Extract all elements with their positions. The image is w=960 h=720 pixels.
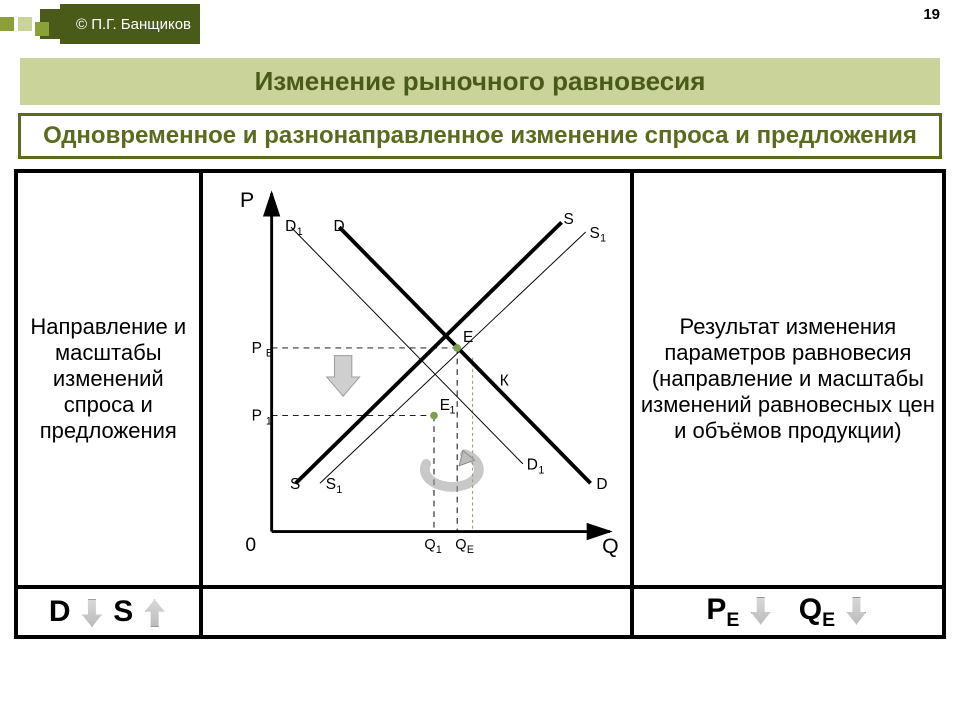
svg-text:К: К <box>499 373 508 390</box>
slide-subtitle: Одновременное и разнонаправленное измене… <box>18 113 942 159</box>
svg-text:P: P <box>251 340 261 357</box>
svg-text:1: 1 <box>435 544 441 556</box>
svg-text:Q: Q <box>424 537 435 553</box>
svg-text:1: 1 <box>538 465 544 477</box>
chart-cell: PQ0DDD1D1SSS1S1EE1КPEP1Q1QE <box>201 171 632 587</box>
svg-text:Q: Q <box>455 537 466 553</box>
svg-text:S: S <box>325 476 335 493</box>
bottom-mid-cell <box>201 587 632 637</box>
svg-text:E: E <box>463 329 473 346</box>
arrow-down-icon <box>751 597 771 625</box>
header: © П.Г. Банщиков 19 <box>0 0 960 48</box>
bottom-left-cell: D S <box>16 587 201 637</box>
svg-text:S: S <box>290 476 300 493</box>
arrow-down-icon <box>846 597 866 625</box>
content-table: Направление и масштабы изменений спроса … <box>14 169 946 639</box>
svg-text:P: P <box>251 407 261 424</box>
arrow-up-icon <box>145 599 165 627</box>
svg-text:0: 0 <box>245 535 256 556</box>
arrow-down-icon <box>82 599 102 627</box>
svg-text:Q: Q <box>602 534 619 558</box>
slide-title: Изменение рыночного равновесия <box>20 58 940 105</box>
svg-text:D: D <box>285 218 296 235</box>
svg-text:P: P <box>240 188 254 212</box>
svg-text:1: 1 <box>449 405 455 417</box>
svg-text:S: S <box>589 225 599 242</box>
svg-text:E: E <box>466 544 473 556</box>
author-label: © П.Г. Банщиков <box>76 16 191 33</box>
equilibrium-chart: PQ0DDD1D1SSS1S1EE1КPEP1Q1QE <box>204 174 629 584</box>
right-header: Результат изменения параметров равновеси… <box>632 171 944 587</box>
svg-text:S: S <box>563 211 573 228</box>
left-header: Направление и масштабы изменений спроса … <box>16 171 201 587</box>
svg-text:1: 1 <box>296 226 302 238</box>
svg-text:E: E <box>265 348 272 360</box>
svg-text:D: D <box>333 218 344 235</box>
svg-text:1: 1 <box>265 415 271 427</box>
svg-text:D: D <box>526 457 537 474</box>
svg-text:1: 1 <box>600 233 606 245</box>
page-number: 19 <box>923 6 940 23</box>
bottom-right-cell: PE QE <box>632 587 944 637</box>
svg-text:D: D <box>596 476 607 493</box>
svg-text:1: 1 <box>336 484 342 496</box>
